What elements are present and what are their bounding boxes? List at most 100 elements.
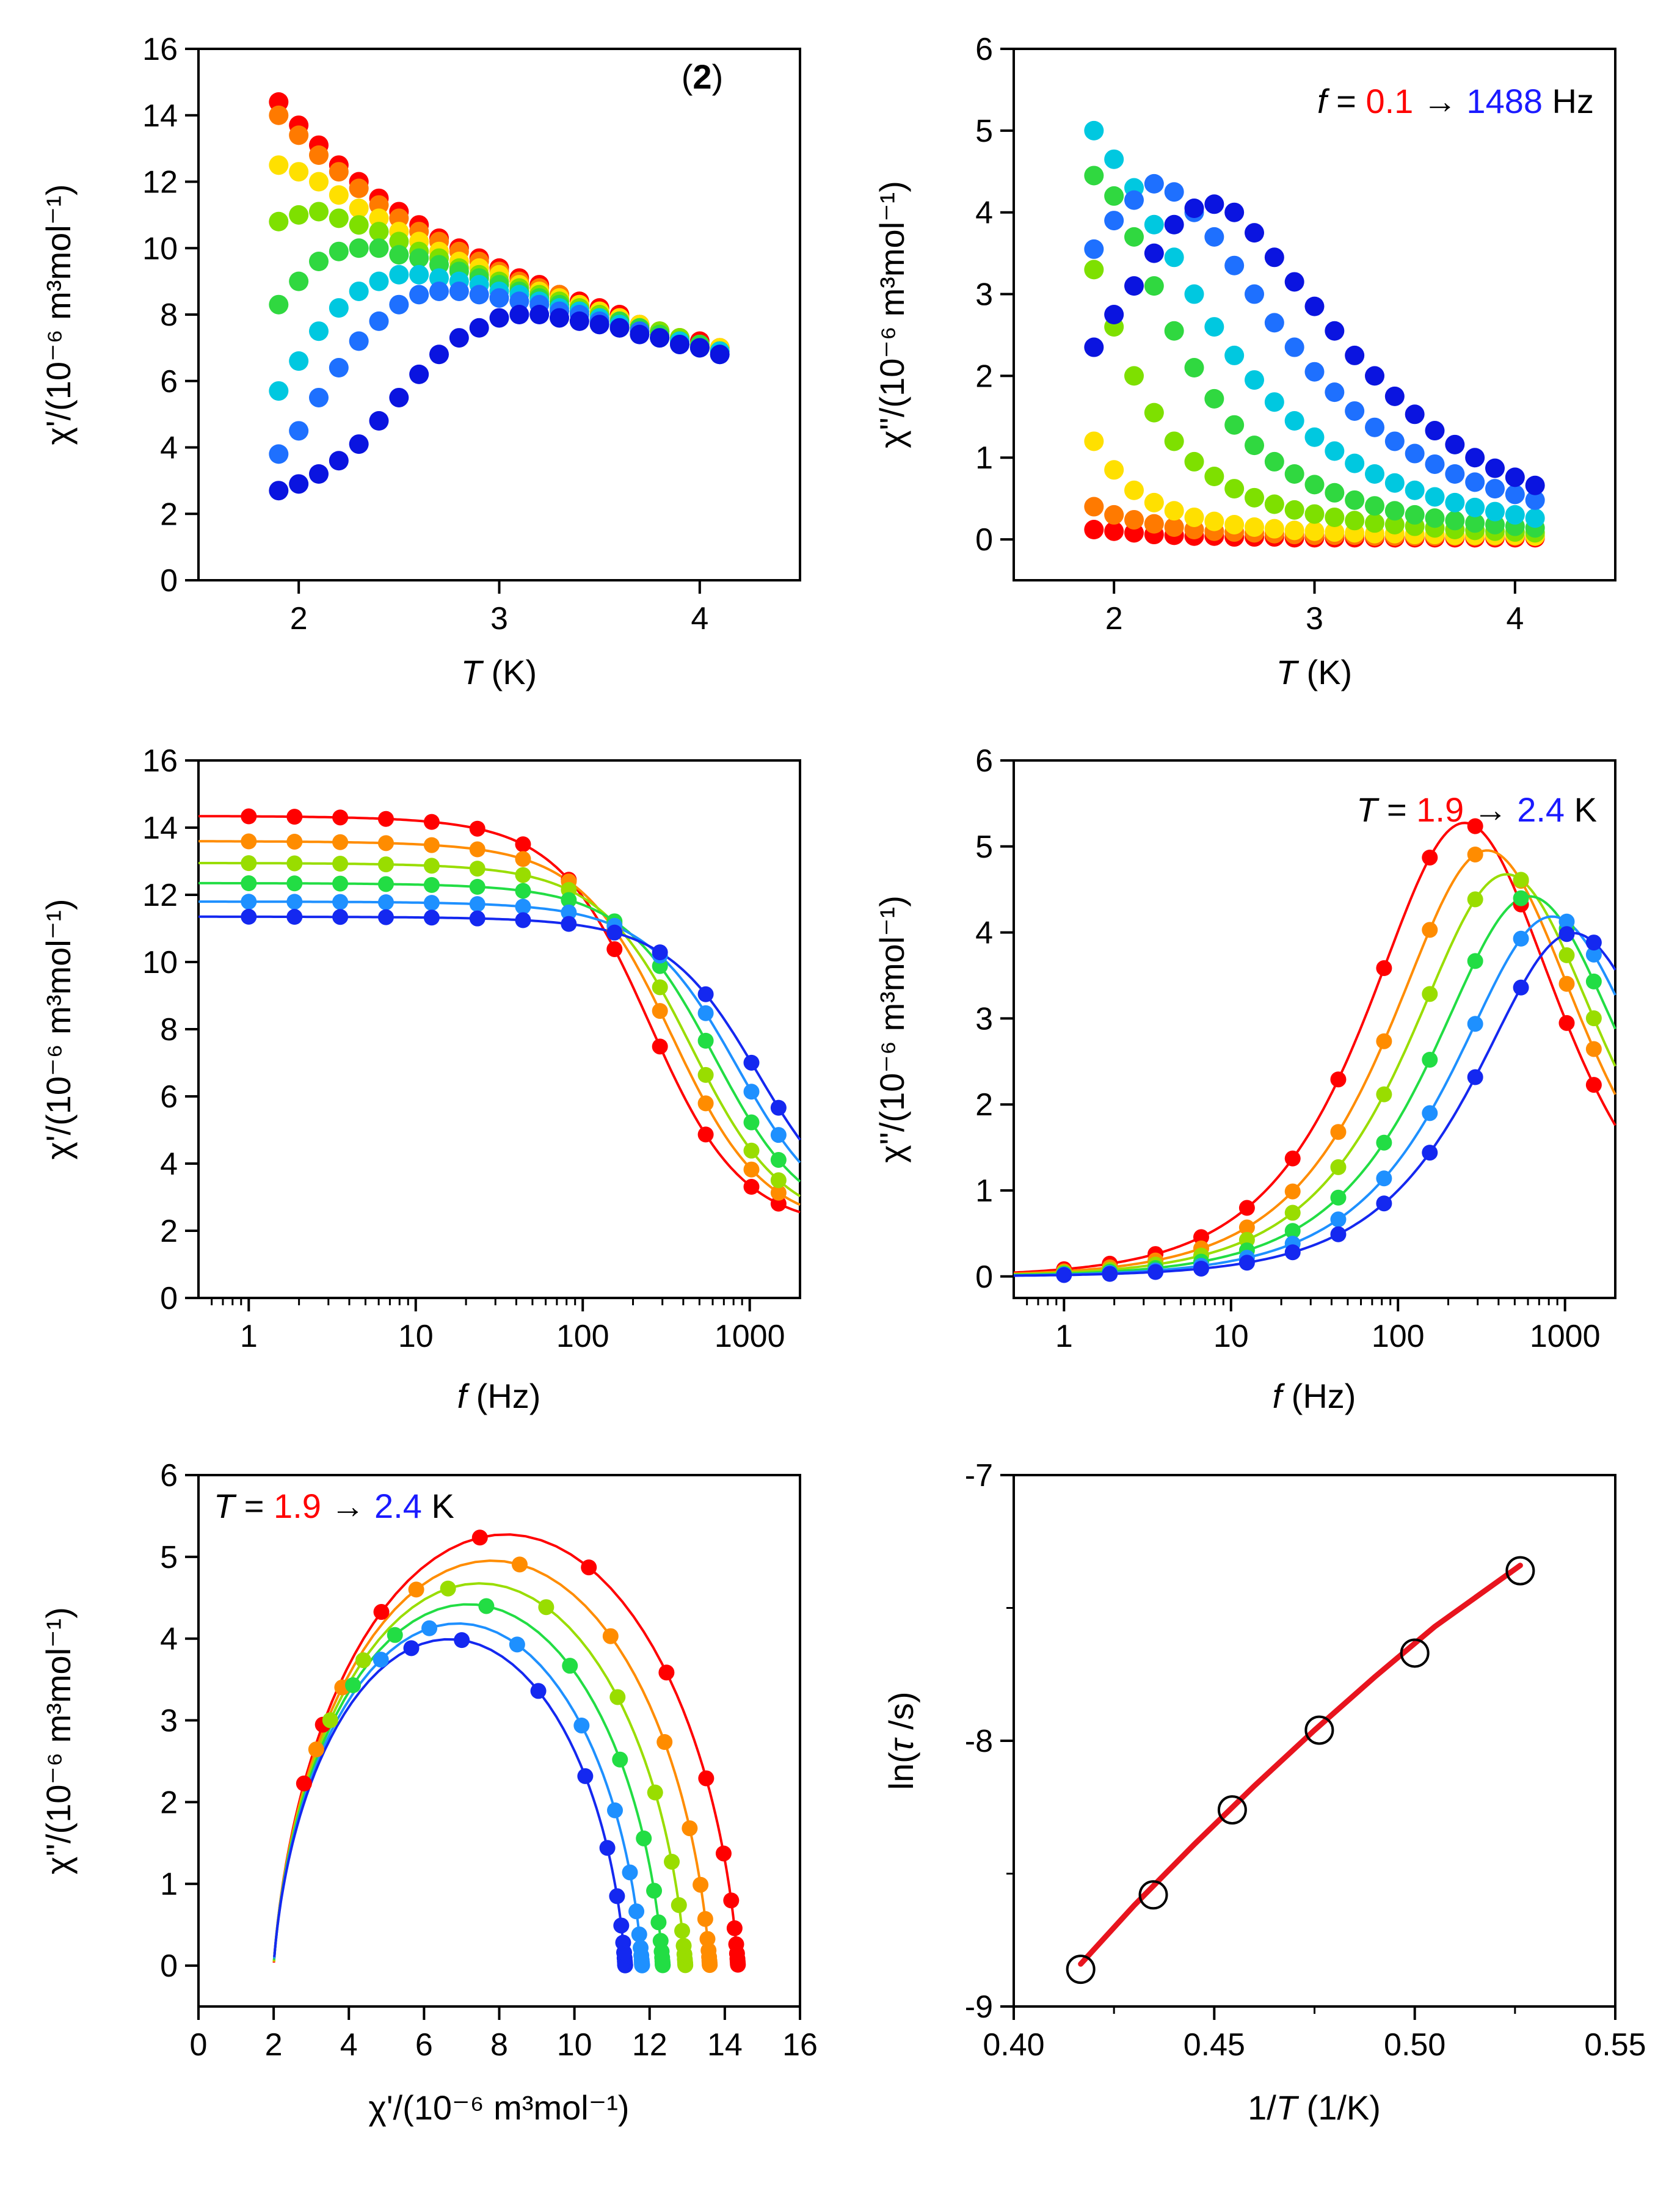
data-point <box>355 1652 371 1669</box>
x-tick-label: 2 <box>290 601 308 636</box>
data-point <box>658 1664 675 1681</box>
data-point <box>1405 404 1425 425</box>
data-point <box>1465 497 1485 517</box>
data-point <box>1224 345 1245 365</box>
y-tick-label: 6 <box>975 32 993 67</box>
data-point <box>409 264 429 285</box>
data-point <box>602 1628 619 1644</box>
data-point <box>1184 358 1204 377</box>
data-point <box>1264 392 1284 412</box>
data-point <box>377 894 394 911</box>
data-point <box>1164 517 1184 537</box>
data-point <box>1245 517 1264 537</box>
data-point <box>471 1529 488 1546</box>
y-tick-label: -9 <box>965 1989 993 2025</box>
data-point <box>369 411 389 431</box>
y-tick-label: 6 <box>160 1079 178 1115</box>
y-tick-label: 12 <box>142 878 178 913</box>
data-point <box>1056 1267 1072 1283</box>
data-point <box>743 1054 760 1071</box>
data-point <box>1525 475 1545 495</box>
data-point <box>1467 1069 1483 1085</box>
data-point <box>1585 946 1602 963</box>
data-point <box>1138 1880 1168 1910</box>
data-point <box>529 305 550 324</box>
data-point <box>674 1923 691 1939</box>
y-tick-label: 0 <box>160 563 178 599</box>
data-point <box>309 321 329 341</box>
data-point <box>1284 1244 1301 1261</box>
data-point <box>286 855 303 872</box>
data-point <box>697 1005 714 1021</box>
data-point <box>329 451 349 471</box>
data-point <box>1325 507 1345 527</box>
data-point <box>1144 492 1164 512</box>
data-point <box>1284 337 1304 357</box>
y-tick-label: 6 <box>160 1458 178 1493</box>
data-point <box>1376 960 1392 977</box>
data-point <box>1330 1189 1347 1206</box>
data-point <box>469 820 485 837</box>
y-tick-label: 3 <box>160 1704 178 1739</box>
data-point <box>423 877 440 893</box>
data-point <box>1084 166 1104 186</box>
data-point <box>1376 1033 1392 1049</box>
data-point <box>1365 417 1384 437</box>
data-point <box>562 1658 578 1674</box>
y-axis-ticks: 0 1 2 3 4 5 6 <box>975 743 1014 1295</box>
data-point <box>577 1768 594 1784</box>
data-point <box>631 1926 647 1943</box>
y-tick-label: 16 <box>142 743 178 779</box>
data-point <box>269 155 289 175</box>
data-point <box>469 910 485 927</box>
data-point <box>369 238 389 258</box>
data-point <box>1325 321 1345 341</box>
data-point <box>1284 500 1304 520</box>
x-tick-label: 4 <box>691 601 708 636</box>
data-point <box>286 909 303 925</box>
data-point <box>308 1741 324 1758</box>
x-axis-title: f (Hz) <box>1273 1377 1356 1415</box>
data-point <box>1425 508 1445 528</box>
data-point <box>389 294 409 315</box>
y-tick-label: 8 <box>160 297 178 333</box>
data-point <box>1284 1150 1301 1167</box>
data-point <box>561 892 577 908</box>
data-point <box>1525 490 1545 510</box>
data-point <box>1505 505 1525 525</box>
data-point <box>1104 211 1124 231</box>
data-point <box>1084 431 1104 451</box>
data-point <box>689 338 710 358</box>
data-point <box>423 858 440 874</box>
data-point <box>1405 480 1425 500</box>
data-point <box>1585 973 1602 989</box>
data-point <box>1465 513 1485 533</box>
data-point <box>1585 1077 1602 1093</box>
data-point <box>615 1934 631 1951</box>
data-point <box>1384 501 1405 521</box>
data-point <box>1144 276 1164 296</box>
data-point <box>573 1717 590 1733</box>
data-point <box>1084 239 1104 259</box>
data-point <box>1193 1229 1209 1245</box>
data-point <box>1304 521 1325 541</box>
data-point <box>1104 505 1124 525</box>
data-point <box>469 896 485 913</box>
data-point <box>1384 431 1405 451</box>
data-point <box>633 1939 649 1956</box>
data-point <box>1084 120 1104 140</box>
x-tick-label: 0.55 <box>1584 2027 1646 2063</box>
data-point <box>1084 260 1104 280</box>
data-point <box>1558 913 1575 930</box>
data-point <box>489 308 509 328</box>
fit-curve <box>198 840 801 1206</box>
data-point <box>1325 483 1345 503</box>
data-point <box>1224 514 1245 534</box>
data-point <box>728 1936 744 1953</box>
fit-curve <box>272 1559 711 1966</box>
data-point <box>1505 467 1525 487</box>
data-point <box>1144 514 1164 534</box>
y-tick-label: 4 <box>160 1146 178 1182</box>
data-points <box>296 1529 746 1974</box>
data-point <box>296 1775 312 1791</box>
